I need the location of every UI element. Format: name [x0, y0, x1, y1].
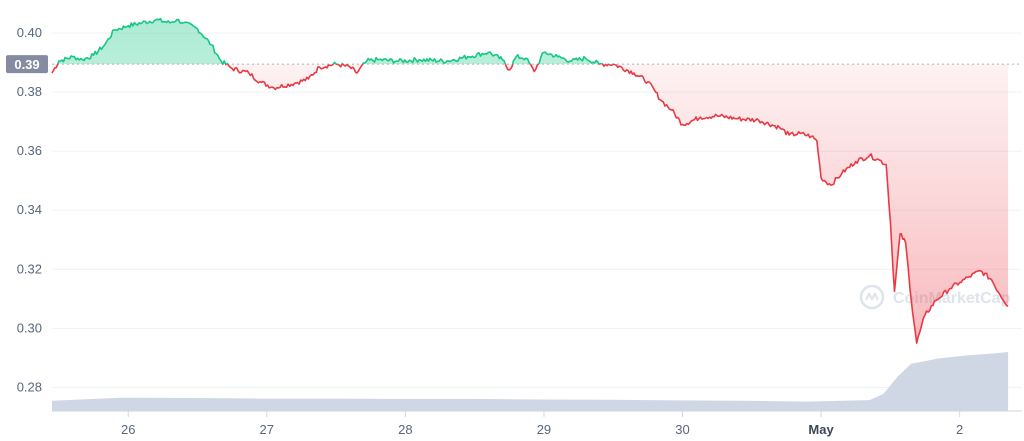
y-tick-label: 0.36 [17, 143, 42, 158]
y-tick-label: 0.40 [17, 25, 42, 40]
reference-price-badge: 0.39 [6, 55, 48, 74]
price-line-up [56, 17, 616, 65]
volume-area [52, 352, 1009, 411]
price-line [51, 17, 1009, 344]
x-tick-label: 28 [398, 422, 412, 437]
x-tick-label: 30 [675, 422, 689, 437]
coinmarketcap-logo-icon [859, 284, 885, 310]
reference-badge-text: 0.39 [14, 57, 39, 72]
x-tick-label: 27 [260, 422, 274, 437]
x-tick-label: 2 [956, 422, 963, 437]
y-tick-label: 0.38 [17, 84, 42, 99]
y-axis: 0.28 0.30 0.32 0.34 0.36 0.38 0.40 [17, 25, 42, 394]
price-line-down [51, 64, 1009, 344]
x-tick-label: 26 [121, 422, 135, 437]
volume-area-shape [52, 352, 1009, 411]
x-axis: 26 27 28 29 30 May 2 [52, 410, 1022, 437]
grid-lines [52, 32, 1022, 388]
up-area-fill [57, 18, 603, 65]
reference-badge-bg [6, 55, 48, 74]
x-tick-label: 29 [537, 422, 551, 437]
area-fill [52, 18, 1009, 344]
y-tick-label: 0.32 [17, 261, 42, 276]
y-tick-label: 0.30 [17, 320, 42, 335]
y-tick-label: 0.28 [17, 379, 42, 394]
x-tick-label: May [808, 422, 834, 437]
down-area-fill [52, 64, 1009, 344]
y-tick-label: 0.34 [17, 202, 42, 217]
